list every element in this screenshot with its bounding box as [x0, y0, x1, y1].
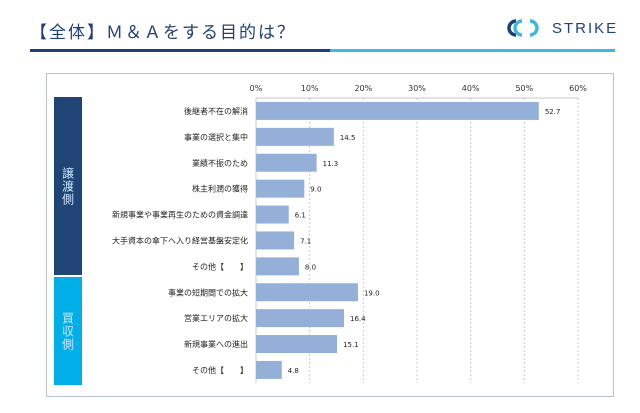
chart-frame	[46, 73, 614, 397]
group-band-seller: 譲渡側	[54, 97, 82, 275]
data-label: 11.3	[323, 160, 339, 168]
bar	[256, 231, 295, 250]
category-label: 後継者不在の解消	[184, 106, 248, 116]
category-label: 事業の短期間での拡大	[168, 287, 248, 297]
title-underline-light	[330, 49, 615, 52]
bar	[256, 283, 358, 302]
x-tick-label: 60%	[569, 84, 587, 93]
category-label: その他【 】	[192, 261, 248, 271]
category-label: 業績不振のため	[192, 158, 248, 168]
x-tick-label: 30%	[408, 84, 426, 93]
strike-logo: STRIKE	[506, 18, 618, 38]
category-label: 株主利潤の獲得	[192, 184, 248, 194]
category-label: 営業エリアの拡大	[184, 313, 248, 323]
category-label: 新規事業への進出	[184, 339, 248, 349]
bar	[256, 127, 334, 146]
bar	[256, 257, 299, 276]
bar	[256, 179, 305, 198]
x-tick-label: 10%	[301, 84, 319, 93]
category-label: 事業の選択と集中	[184, 132, 248, 142]
data-label: 15.1	[343, 341, 359, 349]
category-label: 新規事業や事業再生のための資金調達	[112, 210, 248, 220]
group-band-buyer: 買収側	[54, 277, 82, 385]
x-tick-label: 0%	[250, 84, 263, 93]
data-label: 14.5	[340, 134, 356, 142]
bar	[256, 335, 338, 354]
bar	[256, 101, 539, 120]
x-tick-label: 20%	[354, 84, 372, 93]
data-label: 4.8	[288, 367, 299, 375]
logo-text: STRIKE	[552, 19, 619, 37]
bar	[256, 309, 345, 328]
data-label: 52.7	[545, 108, 561, 116]
title-underline-dark	[30, 49, 330, 52]
data-label: 6.1	[295, 212, 306, 220]
bar	[256, 153, 317, 172]
data-label: 9.0	[310, 186, 321, 194]
category-label: 大手資本の傘下へ入り経営基盤安定化	[112, 235, 248, 245]
data-label: 7.1	[300, 237, 311, 245]
data-label: 16.4	[350, 315, 366, 323]
logo-mark-icon	[507, 19, 539, 37]
page-title: 【全体】Ｍ＆Ａをする目的は？	[30, 23, 296, 43]
x-tick-label: 40%	[462, 84, 480, 93]
data-label: 8.0	[305, 263, 316, 271]
bar	[256, 360, 282, 379]
category-label: その他【 】	[192, 365, 248, 375]
data-label: 19.0	[364, 289, 380, 297]
bar	[256, 205, 289, 224]
x-tick-label: 50%	[515, 84, 533, 93]
